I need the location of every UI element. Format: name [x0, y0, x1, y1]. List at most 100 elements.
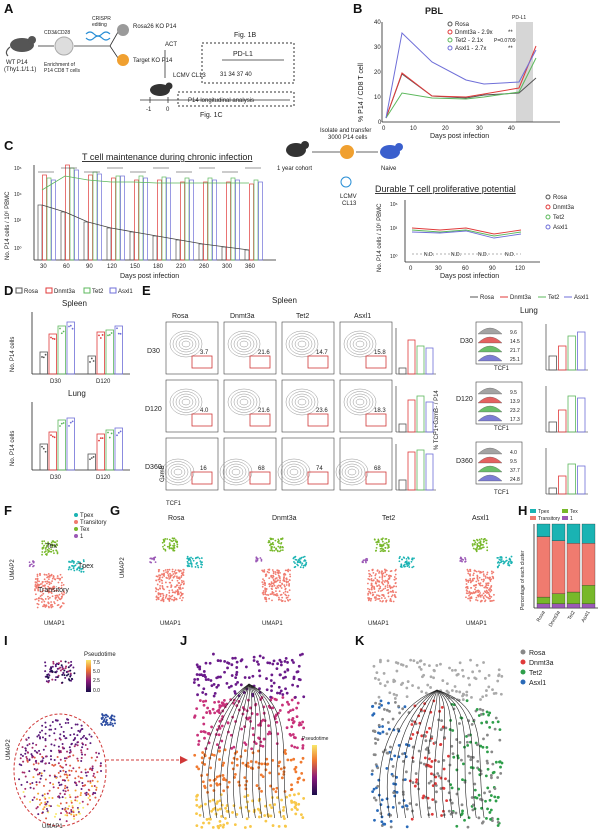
cell-point [240, 727, 243, 731]
cell-point [44, 661, 47, 664]
cell-point [56, 662, 59, 665]
cell-point [166, 585, 169, 588]
cell-point [44, 726, 47, 729]
cell-point [169, 576, 172, 579]
cell-point [484, 694, 488, 697]
cell-point [162, 545, 164, 548]
cell-point [37, 584, 40, 586]
cell-point [75, 770, 78, 773]
cell-point [450, 801, 454, 805]
cell-point [66, 718, 69, 721]
cell-point [465, 690, 469, 694]
cell-point [215, 676, 219, 680]
cell-point [496, 556, 499, 559]
bar [425, 401, 434, 433]
cell-point [469, 658, 472, 662]
cell-point [458, 741, 462, 744]
cell-point [303, 559, 306, 561]
density-contour [167, 463, 189, 481]
density-contour [227, 330, 261, 358]
cell-point [370, 587, 373, 590]
cell-point [251, 674, 255, 678]
cell-point [271, 706, 275, 710]
cell-point [89, 742, 92, 745]
cell-point [28, 770, 31, 773]
row-d30: D30 [147, 348, 160, 355]
cell-point [77, 759, 80, 762]
cell-point [161, 576, 164, 579]
cell-point [199, 560, 202, 563]
cell-point [48, 581, 50, 584]
cell-point [79, 794, 82, 797]
cell-point [251, 733, 255, 737]
cell-point [232, 701, 235, 705]
cell-point [46, 792, 49, 795]
cell-point [282, 579, 285, 582]
cell-point [407, 564, 410, 567]
cell-point [217, 708, 221, 712]
cell-point [297, 678, 301, 681]
cell-point [233, 823, 237, 827]
cell-point [215, 685, 219, 689]
cell-point [194, 566, 197, 568]
x-tick: 150 [130, 264, 141, 270]
bar [258, 181, 263, 261]
cell-point [56, 544, 59, 547]
stream-line [213, 683, 250, 819]
cell-point [190, 562, 193, 565]
cells-icon [54, 36, 74, 56]
cell-point [474, 548, 477, 551]
cell-point [41, 811, 44, 814]
cell-point [424, 691, 428, 695]
flow-plot [165, 321, 219, 375]
cbar-tick: 2.5 [93, 678, 100, 684]
cell-point [182, 580, 185, 583]
cell-point [208, 661, 212, 665]
cell-point [221, 774, 225, 777]
cell-point [385, 569, 388, 572]
cell-point [40, 601, 43, 603]
cell-point [284, 569, 287, 572]
cell-point [34, 589, 36, 592]
cell-point [173, 544, 176, 547]
cell-point [80, 759, 83, 762]
cell-point [212, 652, 215, 656]
cell-point [47, 598, 50, 600]
mouse-icon [5, 36, 36, 57]
col-rosa: Rosa [172, 313, 188, 320]
bar [548, 355, 557, 371]
cell-point [471, 803, 475, 807]
cell-point [244, 787, 248, 791]
cell-point [275, 720, 279, 724]
cell-point [473, 577, 476, 580]
cell-point [462, 693, 466, 696]
cell-point [168, 568, 171, 571]
cell-point [496, 679, 500, 683]
cell-point [157, 596, 160, 599]
cell-point [43, 544, 45, 547]
stream-line [248, 683, 263, 819]
bar [46, 177, 52, 261]
cell-point [420, 734, 424, 738]
hist-value: 9.5 [510, 390, 517, 396]
cell-point [491, 771, 495, 775]
cell-point [266, 661, 270, 665]
cell-point [59, 578, 61, 581]
cell-point [82, 806, 85, 809]
cell-point [484, 577, 487, 579]
cell-point [290, 744, 294, 748]
cell-point [254, 742, 258, 746]
cell-point [509, 558, 512, 561]
cell-point [405, 558, 408, 560]
cell-point [488, 589, 491, 592]
cell-point [75, 784, 78, 787]
cell-point [66, 774, 69, 777]
cell-point [200, 566, 203, 569]
y-tick: 20 [374, 70, 381, 76]
cell-point [272, 570, 275, 573]
panel-k: K Rosa Dnmt3a Tet2 Asxl1 [355, 633, 554, 829]
cell-point [381, 538, 384, 541]
tpex-cluster-label: Tpex [78, 563, 94, 570]
lung-row-d30: D30 [460, 338, 473, 345]
cell-point [47, 590, 50, 593]
